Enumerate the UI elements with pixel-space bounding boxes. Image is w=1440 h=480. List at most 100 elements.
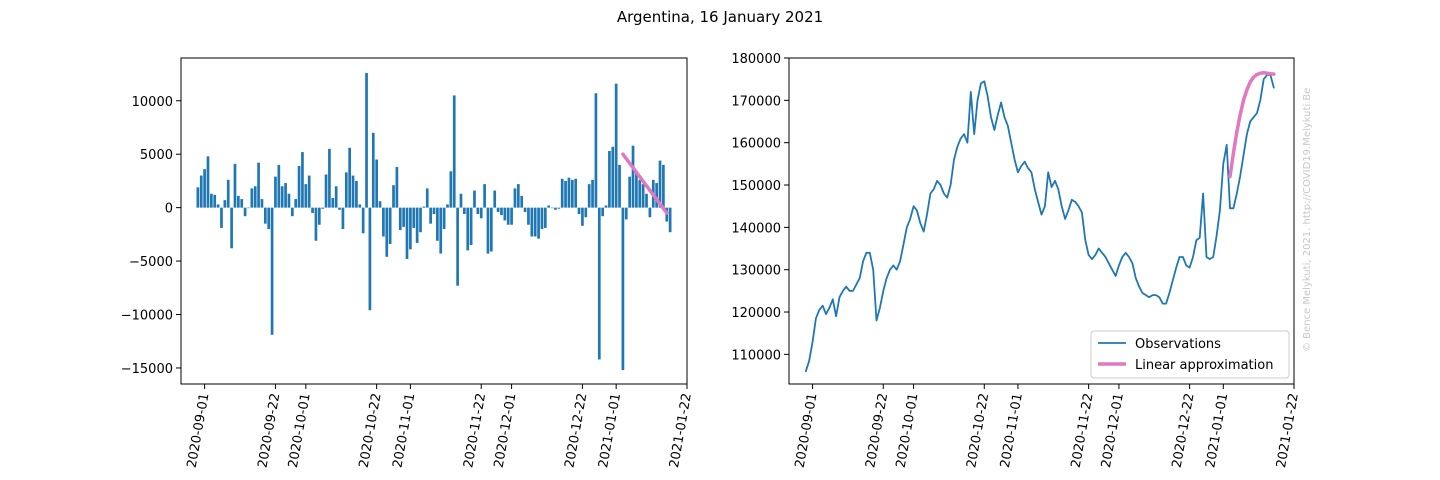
bar [614,83,618,208]
bar-chart-y-tick-label: 10000 [132,95,173,110]
bar [317,207,321,225]
bar [483,184,486,208]
bar [624,207,628,220]
bar [405,207,409,259]
bar [270,207,274,335]
bar [486,207,490,254]
bar [469,207,473,246]
bar [516,184,520,208]
bar [355,180,358,208]
bar [436,207,439,241]
bar [476,207,480,215]
bar [662,164,665,208]
bar [284,183,287,208]
bar [648,207,652,218]
bar [459,193,463,208]
bar [638,179,642,208]
chart-legend: Observations Linear approximation [1090,330,1290,379]
figure-title: Argentina, 16 January 2021 [617,8,823,26]
bar [199,175,203,208]
bar [388,207,392,244]
bar [584,207,588,218]
bar [216,204,220,208]
bar [203,169,206,208]
bar-trend-line [621,152,669,215]
bar [304,184,308,208]
bar [641,184,645,208]
bar [597,207,601,360]
line-chart-y-tick-label: 140000 [731,221,781,236]
bar [260,199,264,208]
bar [432,207,436,215]
bar [240,199,244,208]
bar [247,207,250,209]
watermark: © Bence Melykuti, 2021. http://COVID19.M… [1302,88,1313,352]
bar [557,207,561,209]
bar [307,175,311,208]
observations-line [804,74,1275,373]
bar [226,179,230,208]
bar [564,180,567,208]
bar [250,188,254,208]
bar [243,207,247,217]
bar [449,171,453,208]
bar-chart-y-tick-label: 5000 [140,148,173,163]
bar [395,167,399,208]
bar [321,207,325,209]
bar [382,207,385,237]
bar [618,164,621,208]
bar [230,207,233,249]
bar-chart-frame [180,57,688,385]
bar [604,205,608,208]
bar [429,207,432,224]
bar [587,184,591,208]
bar [500,207,503,216]
bar [412,207,416,228]
legend-label-observations: Observations [1135,337,1221,352]
bar [466,207,470,251]
bar [419,207,422,233]
legend-label-linear-approximation: Linear approximation [1135,358,1273,373]
bar [422,206,426,208]
bar [314,207,318,241]
bar-chart-y-tick-label: 0 [165,202,173,217]
bar [409,207,412,250]
bar [368,207,372,311]
bar [311,207,314,213]
bar [520,195,524,208]
bar [594,93,598,208]
bar [263,207,267,224]
bar [540,207,544,230]
bar [611,146,615,208]
bar [658,160,662,208]
bar [510,207,513,225]
line-chart-y-tick-label: 110000 [731,348,781,363]
bar-chart-y-tick-label: −5000 [129,255,173,270]
bar-chart-y-tick-label: −10000 [121,309,173,324]
bar [375,159,379,208]
bar [530,207,534,237]
bar [338,207,341,210]
bar [402,207,405,227]
bar [425,188,429,208]
bar [378,201,382,208]
bar [550,207,554,209]
linear-approximation-line [1228,71,1276,179]
bar [398,207,402,231]
bar [415,207,419,243]
bar [341,207,345,230]
bar [452,95,456,208]
bar [442,207,446,230]
bar [334,186,338,208]
bar [567,177,571,208]
bar [351,175,355,208]
bar [328,148,331,208]
bar [267,207,271,230]
bar [489,207,493,252]
bar [290,207,294,217]
bar [220,207,223,228]
bar [280,186,284,208]
bar [554,207,557,210]
bar [631,145,635,208]
bar [628,176,632,208]
